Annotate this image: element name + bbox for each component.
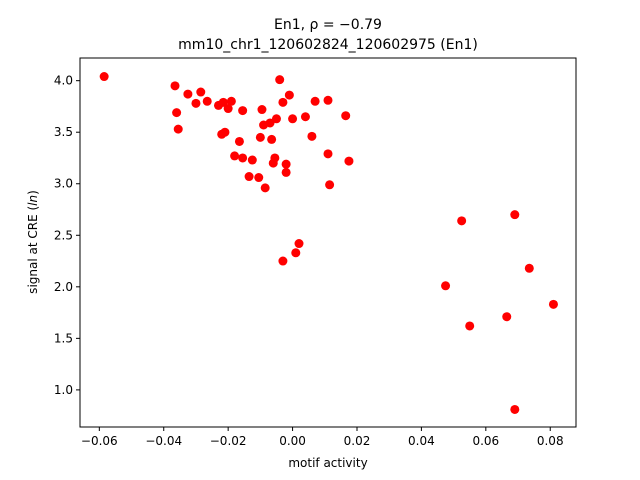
data-point-11 [220,127,230,137]
data-point-53 [524,263,534,273]
chart-title-line1: En1, ρ = −0.79 [274,17,382,33]
data-point-18 [244,172,254,182]
data-point-35 [284,90,294,100]
data-point-3 [173,124,183,134]
x-tick-label-3: 0.00 [279,434,306,448]
data-point-19 [247,155,257,165]
data-point-17 [238,153,248,163]
data-point-14 [230,151,240,161]
x-axis-label: motif activity [288,456,367,470]
data-point-32 [278,256,288,266]
y-axis-label-suffix: ) [26,190,40,195]
y-axis-label-prefix: signal at CRE ( [26,206,40,294]
y-tick-label-4: 3.0 [54,177,73,191]
y-axis-label: signal at CRE (ln) [26,190,40,294]
data-point-4 [183,89,193,99]
x-tick-label-6: 0.06 [472,434,499,448]
data-point-24 [260,183,270,193]
data-point-45 [341,111,351,121]
y-tick-label-2: 2.0 [54,280,73,294]
y-axis-ticks: 1.0 1.5 2.0 2.5 3.0 3.5 4.0 [54,74,80,397]
data-point-40 [307,131,317,141]
data-point-50 [502,312,512,322]
plot-frame [79,57,577,428]
data-point-48 [457,216,467,226]
x-axis-ticks: −0.06 −0.04 −0.02 0.00 0.02 0.04 0.06 0.08 [81,427,564,448]
data-point-30 [275,75,285,85]
data-point-41 [310,96,320,106]
data-point-52 [510,404,520,414]
data-point-29 [271,114,281,124]
data-point-15 [234,136,244,146]
chart-title-line2: mm10_chr1_120602824_120602975 (En1) [178,37,478,53]
data-point-21 [255,132,265,142]
data-point-44 [325,180,335,190]
data-point-22 [257,105,267,115]
y-tick-label-5: 3.5 [54,125,73,139]
data-point-37 [291,248,301,258]
data-point-33 [281,167,291,177]
data-points [99,72,558,414]
data-point-12 [223,104,233,114]
data-point-43 [323,149,333,159]
y-tick-label-0: 1.0 [54,383,73,397]
y-axis-label-italic: ln [26,195,40,206]
data-point-49 [465,321,475,331]
data-point-31 [278,97,288,107]
x-tick-label-0: −0.06 [81,434,118,448]
data-point-51 [510,210,520,220]
data-point-13 [226,96,236,106]
x-tick-label-4: 0.02 [344,434,371,448]
data-point-42 [323,95,333,105]
data-point-1 [170,81,180,91]
y-tick-label-3: 2.5 [54,228,73,242]
data-point-16 [238,106,248,116]
data-point-46 [344,156,354,166]
y-tick-label-6: 4.0 [54,74,73,88]
data-point-2 [172,108,182,118]
data-point-38 [294,239,304,249]
data-point-54 [548,299,558,309]
data-point-26 [267,134,277,144]
data-point-20 [254,173,264,183]
y-tick-label-1: 1.5 [54,331,73,345]
data-point-7 [202,96,212,106]
data-point-28 [270,153,280,163]
x-tick-label-7: 0.08 [537,434,564,448]
data-point-5 [191,98,201,108]
x-tick-label-1: −0.04 [145,434,182,448]
x-tick-label-5: 0.04 [408,434,435,448]
data-point-34 [281,159,291,169]
x-tick-label-2: −0.02 [210,434,247,448]
data-point-39 [300,112,310,122]
data-point-0 [99,72,109,82]
data-point-47 [441,281,451,291]
data-point-6 [196,87,206,97]
data-point-36 [288,114,298,124]
data-point-9 [218,97,228,107]
data-point-25 [265,118,275,128]
